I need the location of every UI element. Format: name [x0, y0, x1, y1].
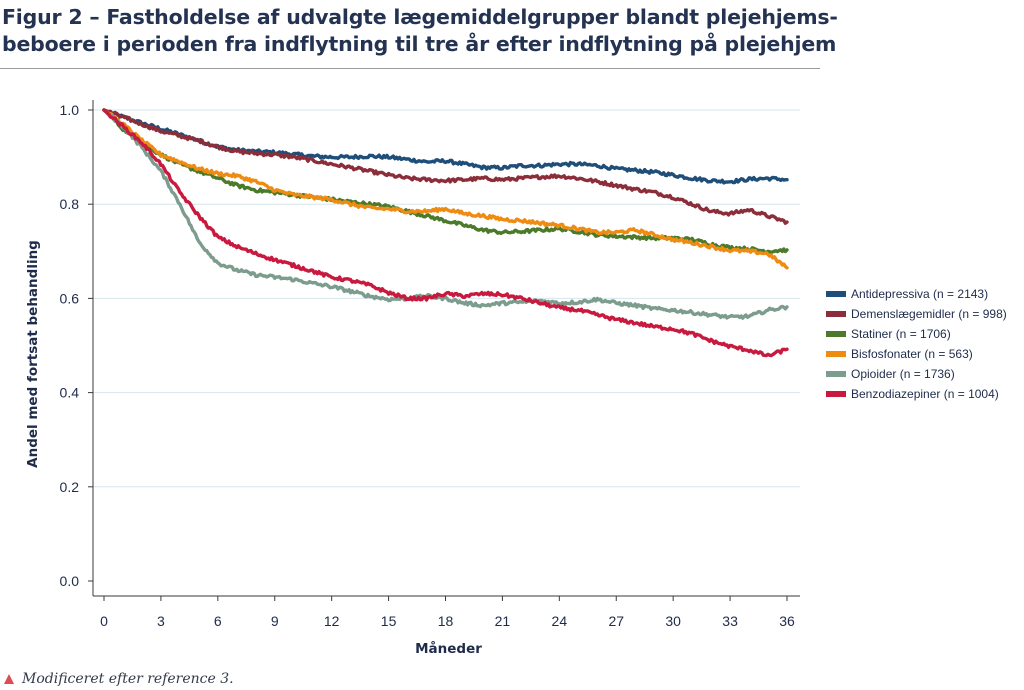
- series-line: [102, 108, 789, 320]
- chart-series: [102, 108, 789, 358]
- x-tick-label: 27: [608, 613, 624, 629]
- series-line: [102, 108, 789, 358]
- y-tick-label: 0.6: [60, 290, 80, 306]
- legend-label: Bisfosfonater (n = 563): [851, 347, 973, 361]
- figure-title-line-2: beboere i perioden fra indflytning til t…: [2, 32, 837, 56]
- y-tick-label: 0.2: [60, 479, 80, 495]
- x-tick-label: 21: [495, 613, 511, 629]
- series-line: [102, 108, 789, 270]
- y-tick-label: 1.0: [60, 102, 80, 118]
- y-tick-label: 0.0: [60, 573, 80, 589]
- legend-label: Benzodiazepiner (n = 1004): [851, 387, 999, 401]
- x-tick-label: 12: [324, 613, 340, 629]
- figure-title-line-1: Figur 2 – Fastholdelse af udvalgte lægem…: [2, 5, 838, 29]
- legend-swatch: [826, 291, 846, 297]
- legend-label: Demenslægemidler (n = 998): [851, 307, 1007, 321]
- legend-swatch: [826, 391, 846, 397]
- legend-label: Opioider (n = 1736): [851, 367, 955, 381]
- chart-legend: Antidepressiva (n = 2143) Demenslægemidle…: [826, 287, 1007, 401]
- x-tick-label: 15: [381, 613, 397, 629]
- x-tick-label: 30: [665, 613, 681, 629]
- legend-label: Statiner (n = 1706): [851, 327, 951, 341]
- x-tick-label: 3: [157, 613, 165, 629]
- x-tick-label: 24: [552, 613, 568, 629]
- footnote-text: Modificeret efter reference 3.: [22, 671, 234, 687]
- triangle-marker-icon: [4, 674, 14, 684]
- x-axis-title: Måneder: [415, 640, 482, 657]
- chart-axes: 0.00.20.40.60.81.00 3 6 9 12 15 18 21 24 27 30 33 36: [60, 100, 800, 629]
- x-tick-label: 6: [214, 613, 222, 629]
- y-axis-title: Andel med fortsat behandling: [25, 240, 41, 468]
- series-line: [102, 108, 789, 225]
- legend-swatch: [826, 331, 846, 337]
- x-tick-label: 33: [722, 613, 738, 629]
- title-divider: [0, 68, 820, 69]
- line-chart: 0.00.20.40.60.81.00 3 6 9 12 15 18 21 24 27 30 33 36…: [25, 100, 1007, 657]
- x-tick-label: 0: [100, 613, 108, 629]
- x-tick-label: 9: [271, 613, 279, 629]
- legend-swatch: [826, 351, 846, 357]
- legend-label: Antidepressiva (n = 2143): [851, 287, 988, 301]
- x-tick-label: 18: [438, 613, 454, 629]
- x-tick-label: 36: [779, 613, 795, 629]
- y-tick-label: 0.4: [60, 385, 80, 401]
- footnote: Modificeret efter reference 3.: [4, 670, 234, 688]
- figure-title: Figur 2 – Fastholdelse af udvalgte lægem…: [2, 4, 1012, 58]
- y-tick-label: 0.8: [60, 196, 80, 212]
- legend-swatch: [826, 371, 846, 377]
- legend-swatch: [826, 311, 846, 317]
